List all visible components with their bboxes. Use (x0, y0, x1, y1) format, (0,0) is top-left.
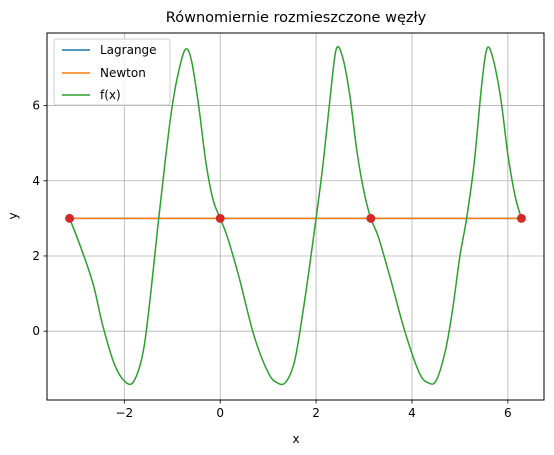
y-axis-label: y (6, 212, 20, 219)
node-point (65, 213, 75, 223)
plot-area (65, 45, 526, 386)
y-tick-label: 4 (32, 174, 40, 188)
node-point (215, 213, 225, 223)
legend-label-lagrange: Lagrange (100, 43, 157, 57)
x-tick-label: 4 (408, 406, 416, 420)
x-tick-label: 6 (504, 406, 512, 420)
chart-title: Równomiernie rozmieszczone węzły (166, 10, 427, 26)
x-tick-label: 2 (312, 406, 320, 420)
plot-frame (46, 32, 545, 401)
legend-label-newton: Newton (100, 66, 146, 80)
x-tick-label: −2 (115, 406, 133, 420)
x-axis-label: x (292, 432, 299, 446)
x-tick-label: 0 (216, 406, 224, 420)
grid (47, 33, 544, 400)
legend-label-fx: f(x) (100, 88, 121, 102)
node-point (516, 213, 526, 223)
legend: Lagrange Newton f(x) (53, 38, 171, 106)
y-tick-label: 6 (32, 99, 40, 113)
y-tick-label: 0 (32, 324, 40, 338)
series-line-fx (68, 45, 523, 386)
y-tick-label: 2 (32, 249, 40, 263)
node-point (366, 213, 376, 223)
ticks: −2 0 2 4 6 0 2 4 6 (32, 99, 511, 420)
legend-box (53, 38, 171, 106)
